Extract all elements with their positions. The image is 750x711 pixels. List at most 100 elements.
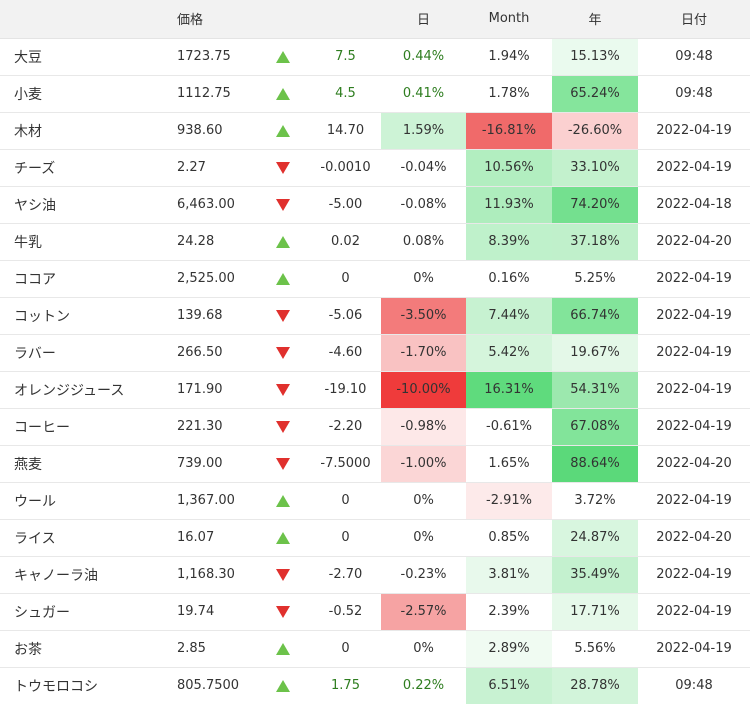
direction-cell bbox=[255, 556, 310, 594]
table-row[interactable]: 小麦 1112.75 4.5 0.41% 1.78% 65.24% 09:48 bbox=[0, 75, 750, 113]
year-change-cell: 67.08% bbox=[552, 408, 638, 446]
change-cell: 0.02 bbox=[310, 223, 381, 261]
commodity-name[interactable]: 小麦 bbox=[0, 75, 160, 113]
change-cell: 7.5 bbox=[310, 38, 381, 76]
month-change-cell: 5.42% bbox=[466, 334, 552, 372]
day-change-cell: -1.00% bbox=[381, 445, 466, 483]
header-name[interactable] bbox=[0, 0, 160, 39]
date-cell: 2022-04-19 bbox=[638, 408, 750, 446]
table-row[interactable]: 木材 938.60 14.70 1.59% -16.81% -26.60% 2022-04-… bbox=[0, 112, 750, 150]
table-row[interactable]: トウモロコシ 805.7500 1.75 0.22% 6.51% 28.78% 09:48 bbox=[0, 667, 750, 704]
year-change-cell: 17.71% bbox=[552, 593, 638, 631]
price-cell: 171.90 bbox=[160, 371, 255, 409]
change-cell: -5.00 bbox=[310, 186, 381, 224]
direction-cell bbox=[255, 593, 310, 631]
commodity-name[interactable]: キャノーラ油 bbox=[0, 556, 160, 594]
price-cell: 24.28 bbox=[160, 223, 255, 261]
commodity-name[interactable]: 木材 bbox=[0, 112, 160, 150]
month-change-cell: -2.91% bbox=[466, 482, 552, 520]
direction-cell bbox=[255, 38, 310, 76]
change-cell: 4.5 bbox=[310, 75, 381, 113]
table-row[interactable]: ラバー 266.50 -4.60 -1.70% 5.42% 19.67% 2022-04-1… bbox=[0, 334, 750, 372]
direction-cell bbox=[255, 482, 310, 520]
month-change-cell: 2.89% bbox=[466, 630, 552, 668]
month-change-cell: 10.56% bbox=[466, 149, 552, 187]
commodity-name[interactable]: ウール bbox=[0, 482, 160, 520]
arrow-down-icon bbox=[275, 346, 290, 359]
header-change[interactable] bbox=[310, 0, 381, 39]
change-cell: 0 bbox=[310, 260, 381, 298]
table-header-row: 価格 日 Month 年 日付 bbox=[0, 0, 750, 39]
year-change-cell: 15.13% bbox=[552, 38, 638, 76]
month-change-cell: 6.51% bbox=[466, 667, 552, 704]
commodity-name[interactable]: 牛乳 bbox=[0, 223, 160, 261]
year-change-cell: 37.18% bbox=[552, 223, 638, 261]
commodity-name[interactable]: 燕麦 bbox=[0, 445, 160, 483]
table-row[interactable]: 牛乳 24.28 0.02 0.08% 8.39% 37.18% 2022-04-20 bbox=[0, 223, 750, 261]
commodity-name[interactable]: オレンジジュース bbox=[0, 371, 160, 409]
commodity-name[interactable]: コーヒー bbox=[0, 408, 160, 446]
price-cell: 221.30 bbox=[160, 408, 255, 446]
commodity-name[interactable]: ココア bbox=[0, 260, 160, 298]
commodity-name[interactable]: コットン bbox=[0, 297, 160, 335]
table-row[interactable]: オレンジジュース 171.90 -19.10 -10.00% 16.31% 54.31% 2… bbox=[0, 371, 750, 409]
direction-cell bbox=[255, 112, 310, 150]
change-cell: -5.06 bbox=[310, 297, 381, 335]
table-row[interactable]: 燕麦 739.00 -7.5000 -1.00% 1.65% 88.64% 2022-04-… bbox=[0, 445, 750, 483]
direction-cell bbox=[255, 260, 310, 298]
date-cell: 2022-04-19 bbox=[638, 593, 750, 631]
year-change-cell: 28.78% bbox=[552, 667, 638, 704]
day-change-cell: -2.57% bbox=[381, 593, 466, 631]
direction-cell bbox=[255, 408, 310, 446]
arrow-down-icon bbox=[275, 309, 290, 322]
arrow-up-icon bbox=[275, 494, 290, 507]
header-year[interactable]: 年 bbox=[552, 0, 638, 39]
table-row[interactable]: ライス 16.07 0 0% 0.85% 24.87% 2022-04-20 bbox=[0, 519, 750, 557]
price-cell: 739.00 bbox=[160, 445, 255, 483]
day-change-cell: 0.41% bbox=[381, 75, 466, 113]
arrow-up-icon bbox=[275, 124, 290, 137]
price-cell: 6,463.00 bbox=[160, 186, 255, 224]
header-month[interactable]: Month bbox=[466, 0, 552, 39]
day-change-cell: 0.08% bbox=[381, 223, 466, 261]
table-row[interactable]: コットン 139.68 -5.06 -3.50% 7.44% 66.74% 2022-04-… bbox=[0, 297, 750, 335]
header-day[interactable]: 日 bbox=[381, 0, 466, 39]
price-cell: 2,525.00 bbox=[160, 260, 255, 298]
direction-cell bbox=[255, 297, 310, 335]
date-cell: 2022-04-19 bbox=[638, 371, 750, 409]
month-change-cell: 16.31% bbox=[466, 371, 552, 409]
table-row[interactable]: チーズ 2.27 -0.0010 -0.04% 10.56% 33.10% 2022-04-… bbox=[0, 149, 750, 187]
table-row[interactable]: 大豆 1723.75 7.5 0.44% 1.94% 15.13% 09:48 bbox=[0, 38, 750, 76]
day-change-cell: 0.44% bbox=[381, 38, 466, 76]
table-row[interactable]: お茶 2.85 0 0% 2.89% 5.56% 2022-04-19 bbox=[0, 630, 750, 668]
change-cell: -0.52 bbox=[310, 593, 381, 631]
commodity-name[interactable]: ライス bbox=[0, 519, 160, 557]
date-cell: 2022-04-19 bbox=[638, 630, 750, 668]
arrow-up-icon bbox=[275, 531, 290, 544]
commodity-name[interactable]: 大豆 bbox=[0, 38, 160, 76]
table-row[interactable]: ココア 2,525.00 0 0% 0.16% 5.25% 2022-04-19 bbox=[0, 260, 750, 298]
day-change-cell: -3.50% bbox=[381, 297, 466, 335]
table-row[interactable]: ウール 1,367.00 0 0% -2.91% 3.72% 2022-04-19 bbox=[0, 482, 750, 520]
table-row[interactable]: コーヒー 221.30 -2.20 -0.98% -0.61% 67.08% 2022-04… bbox=[0, 408, 750, 446]
commodity-name[interactable]: トウモロコシ bbox=[14, 678, 98, 695]
header-date[interactable]: 日付 bbox=[638, 0, 750, 39]
commodity-name[interactable]: チーズ bbox=[0, 149, 160, 187]
commodity-name[interactable]: ラバー bbox=[0, 334, 160, 372]
table-row[interactable]: ヤシ油 6,463.00 -5.00 -0.08% 11.93% 74.20% 2022-0… bbox=[0, 186, 750, 224]
day-change-cell: 0% bbox=[381, 630, 466, 668]
price-cell: 1,168.30 bbox=[160, 556, 255, 594]
year-change-cell: 3.72% bbox=[552, 482, 638, 520]
commodity-name[interactable]: ヤシ油 bbox=[0, 186, 160, 224]
table-row[interactable]: シュガー 19.74 -0.52 -2.57% 2.39% 17.71% 2022-04-1… bbox=[0, 593, 750, 631]
header-price[interactable]: 価格 bbox=[160, 0, 255, 39]
change-cell: 0 bbox=[310, 630, 381, 668]
table-row[interactable]: キャノーラ油 1,168.30 -2.70 -0.23% 3.81% 35.49% 2022… bbox=[0, 556, 750, 594]
commodity-name[interactable]: お茶 bbox=[0, 630, 160, 668]
arrow-up-icon bbox=[275, 50, 290, 63]
price-cell: 2.85 bbox=[160, 630, 255, 668]
month-change-cell: 1.94% bbox=[466, 38, 552, 76]
day-change-cell: 0% bbox=[381, 519, 466, 557]
date-cell: 2022-04-19 bbox=[638, 482, 750, 520]
commodity-name[interactable]: シュガー bbox=[0, 593, 160, 631]
